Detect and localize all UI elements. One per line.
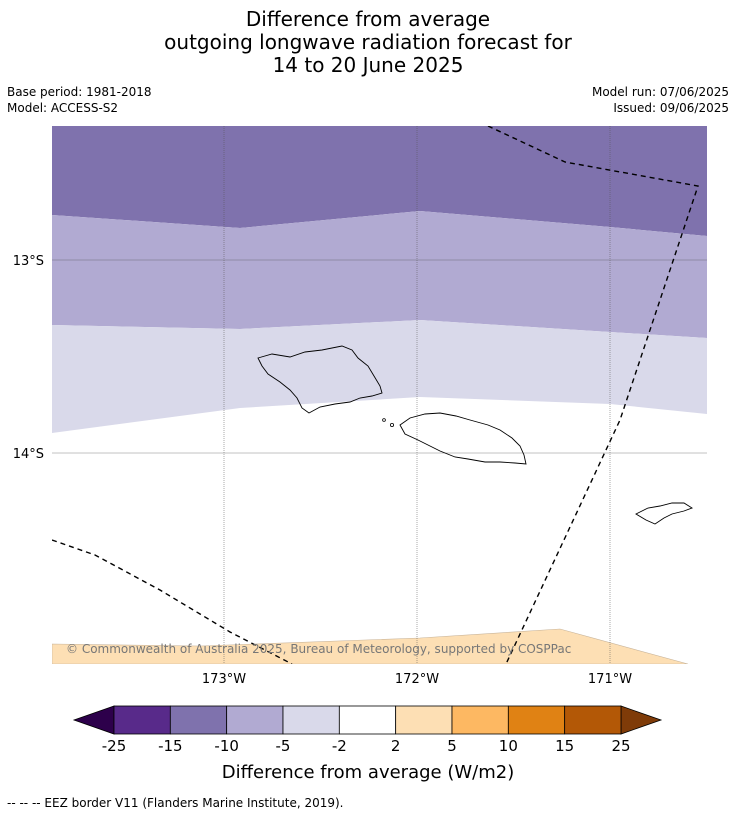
colorbar: -25 -15 -10 -5 -2 2 5 10 15 25 (72, 705, 663, 755)
anomaly-band-minus-10 (52, 211, 707, 338)
eez-legend-text: -- -- -- EEZ border V11 (Flanders Marine… (7, 796, 344, 810)
issued-text: Issued: 09/06/2025 (613, 101, 729, 115)
colorbar-swatch-0 (113, 705, 171, 735)
island-savaii (257, 345, 383, 414)
colorbar-label: Difference from average (W/m2) (222, 762, 514, 783)
colorbar-tick-label: -10 (214, 737, 239, 755)
lon-label-173w: 173°W (202, 672, 246, 687)
colorbar-swatch-6 (451, 705, 509, 735)
map-area (52, 126, 707, 664)
colorbar-swatch-5 (395, 705, 453, 735)
colorbar-tick-label: 10 (499, 737, 518, 755)
colorbar-extend-low (72, 705, 115, 735)
model-text: Model: ACCESS-S2 (7, 101, 119, 115)
island-tutuila (635, 502, 694, 525)
anomaly-band-minus-15 (52, 126, 707, 236)
colorbar-swatch-3 (282, 705, 340, 735)
colorbar-tick-label: 2 (391, 737, 401, 755)
islet-manono (389, 422, 394, 427)
anomaly-band-minus-5 (52, 320, 707, 433)
lon-label-171w: 171°W (588, 672, 632, 687)
colorbar-tick-label: 15 (555, 737, 574, 755)
base-period-text: Base period: 1981-2018 (7, 85, 152, 99)
island-upolu (399, 412, 527, 465)
lat-label-13s: 13°S (13, 254, 44, 269)
colorbar-tick-label: 5 (447, 737, 457, 755)
colorbar-swatch-4 (338, 705, 397, 735)
colorbar-tick-label: -2 (332, 737, 347, 755)
anomaly-band-plus-2 (52, 628, 689, 664)
colorbar-swatch-1 (169, 705, 228, 735)
lon-label-172w: 172°W (395, 672, 439, 687)
colorbar-tick-label: 25 (611, 737, 630, 755)
copyright-text: © Commonwealth of Australia 2025, Bureau… (66, 642, 571, 656)
colorbar-tick-label: -5 (276, 737, 291, 755)
model-run-text: Model run: 07/06/2025 (591, 85, 729, 99)
colorbar-tick-label: -15 (158, 737, 183, 755)
title-line-2: outgoing longwave radiation forecast for (164, 30, 572, 54)
meta-right: Model run: 07/06/2025 Issued: 09/06/2025 (592, 84, 729, 116)
map-title: Difference from average outgoing longwav… (0, 8, 736, 77)
colorbar-swatch-7 (507, 705, 566, 735)
eez-border-east (487, 126, 699, 664)
islet-apolima (382, 418, 386, 422)
lat-label-14s: 14°S (13, 447, 44, 462)
meta-left: Base period: 1981-2018 Model: ACCESS-S2 (7, 84, 152, 116)
colorbar-swatch-8 (564, 705, 622, 735)
title-line-1: Difference from average (245, 7, 491, 31)
colorbar-extend-high (620, 705, 663, 735)
eez-border-southwest (52, 539, 293, 664)
title-line-3: 14 to 20 June 2025 (272, 53, 464, 77)
colorbar-swatch-2 (226, 705, 284, 735)
colorbar-tick-label: -25 (102, 737, 127, 755)
